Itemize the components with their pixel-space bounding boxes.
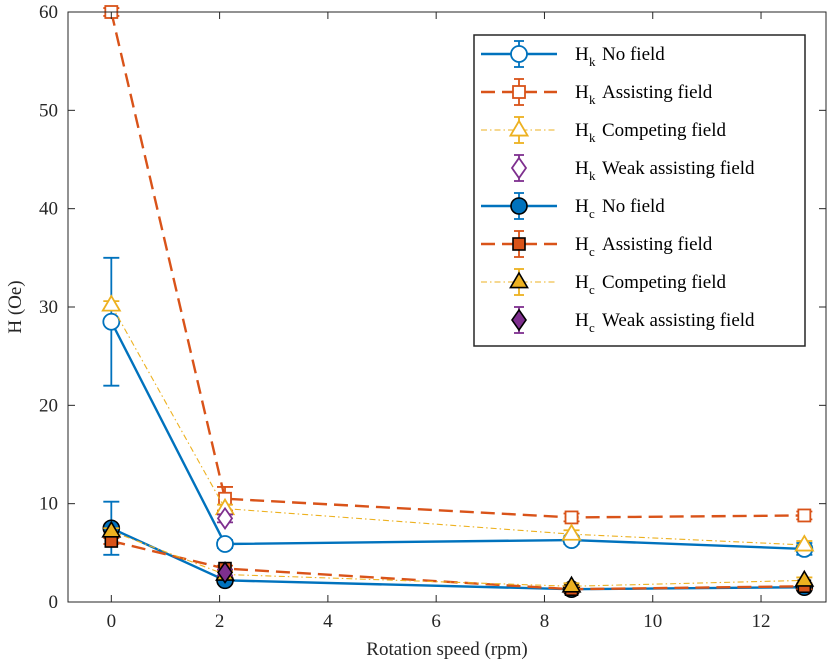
legend-marker: [510, 45, 528, 63]
legend-symbol: H: [575, 234, 589, 255]
data-point: [561, 575, 582, 593]
data-point: [794, 569, 815, 587]
y-tick-label: 20: [39, 395, 58, 416]
legend-label: No field: [602, 196, 665, 217]
x-tick-label: 4: [323, 611, 333, 632]
legend-marker: [510, 156, 528, 180]
series-line-hk-assisting: [110, 11, 805, 519]
data-point: [217, 561, 233, 584]
x-tick-label: 10: [643, 611, 662, 632]
legend-symbol: H: [575, 82, 589, 103]
legend-symbol: H: [575, 44, 589, 65]
x-tick-label: 12: [752, 611, 771, 632]
legend-label: Weak assisting field: [602, 158, 755, 179]
legend-subscript: k: [589, 130, 596, 145]
series-line-hk-competing: [110, 304, 805, 546]
y-tick-label: 30: [39, 297, 58, 318]
data-point: [794, 534, 815, 552]
series-line-hc-assisting: [111, 539, 805, 591]
x-tick-label: 0: [107, 611, 117, 632]
legend-marker: [512, 85, 526, 99]
data-point: [102, 312, 121, 331]
legend-marker: [510, 197, 528, 215]
legend-label: Competing field: [602, 272, 727, 293]
series-hk-competing: [101, 294, 815, 552]
y-tick-label: 10: [39, 494, 58, 515]
legend-subscript: k: [589, 92, 596, 107]
data-layer: [101, 5, 815, 599]
legend-marker: [509, 271, 529, 289]
x-tick-label: 2: [215, 611, 225, 632]
legend-subscript: c: [589, 282, 595, 297]
legend-box: [473, 34, 806, 347]
y-tick-label: 50: [39, 100, 58, 121]
series-hc-competing: [101, 520, 815, 593]
legend-label: Weak assisting field: [602, 310, 755, 331]
legend-symbol: H: [575, 158, 589, 179]
legend-subscript: k: [589, 54, 596, 69]
series-line-hk-no-field: [110, 321, 805, 551]
legend-label: No field: [602, 44, 665, 65]
legend-label: Assisting field: [602, 234, 713, 255]
legend-marker: [508, 119, 530, 137]
data-point: [101, 520, 122, 538]
legend-subscript: c: [589, 244, 595, 259]
data-point: [101, 294, 122, 312]
series-line-hc-no-field: [110, 527, 805, 591]
data-point: [564, 510, 579, 525]
series-line-hc-competing: [111, 530, 805, 587]
legend-symbol: H: [575, 310, 589, 331]
series-hk-weak: [216, 506, 234, 530]
data-point: [797, 508, 812, 523]
legend-subscript: k: [589, 168, 596, 183]
legend-symbol: H: [575, 120, 589, 141]
legend-label: Competing field: [602, 120, 727, 141]
legend-label: Assisting field: [602, 82, 713, 103]
y-tick-label: 60: [39, 2, 58, 23]
ticks-layer: 0 2 4 6 8 10 12 0 10 20 30 40 50 60: [39, 2, 826, 632]
x-tick-label: 8: [540, 611, 550, 632]
data-point: [216, 506, 234, 530]
legend-marker: [511, 308, 527, 332]
x-tick-label: 6: [431, 611, 441, 632]
y-tick-label: 40: [39, 199, 58, 220]
series-hc-weak: [217, 561, 234, 584]
legend-marker: [512, 237, 526, 251]
data-point: [561, 523, 582, 541]
x-axis-title: Rotation speed (rpm): [366, 639, 527, 660]
y-axis-title: H (Oe): [5, 280, 26, 333]
legend-symbol: H: [575, 196, 589, 217]
legend-symbol: H: [575, 272, 589, 293]
data-point: [216, 535, 234, 553]
y-tick-label: 0: [49, 592, 59, 613]
legend-subscript: c: [589, 206, 595, 221]
legend-subscript: c: [589, 320, 595, 335]
